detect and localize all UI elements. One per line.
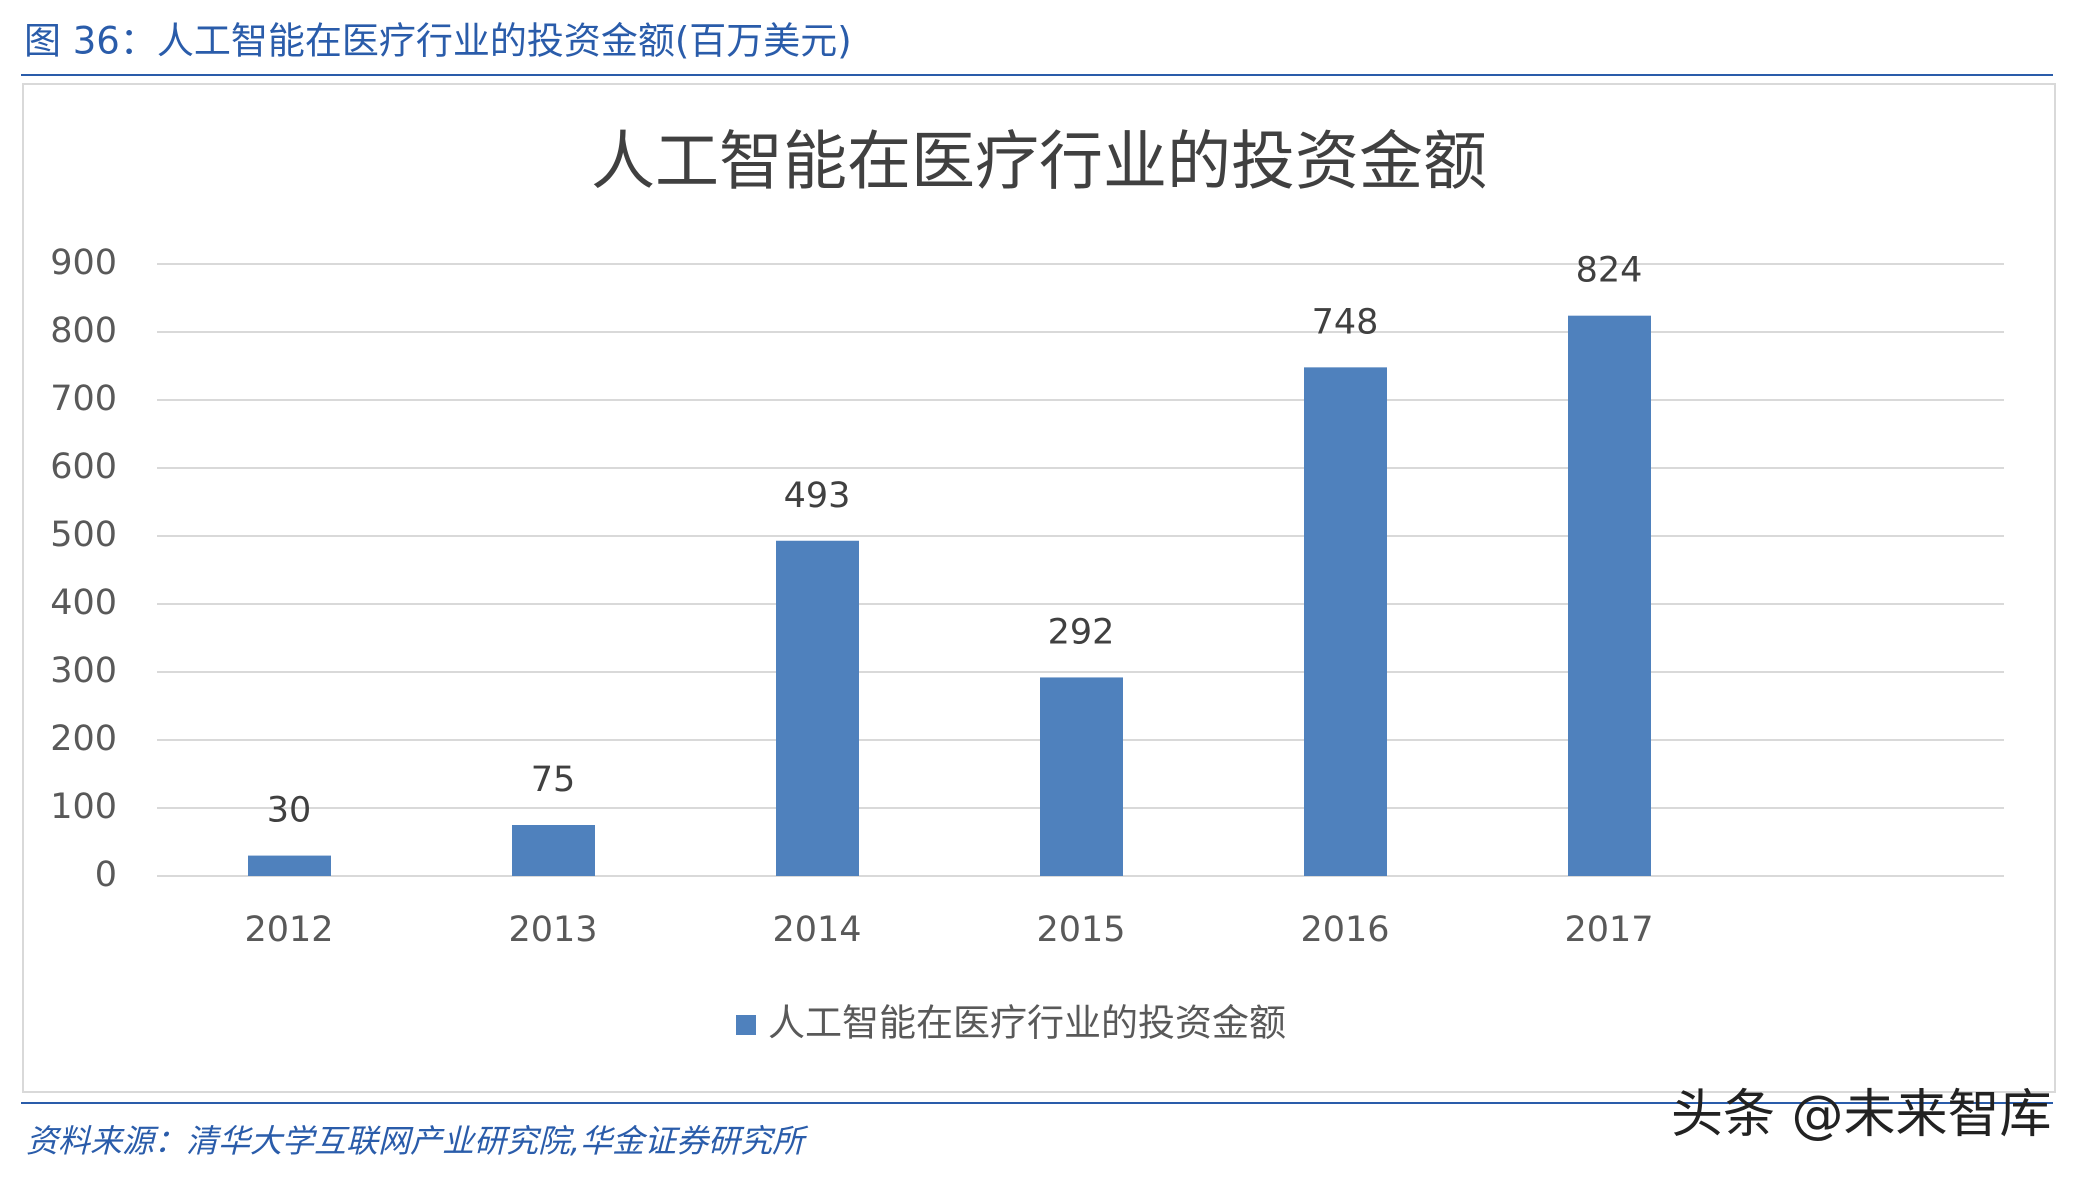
y-tick-label: 900 [50, 243, 117, 283]
bar [1304, 367, 1387, 876]
y-tick-label: 600 [50, 447, 117, 487]
bar [1040, 677, 1123, 876]
legend-swatch [736, 1015, 756, 1035]
x-tick-label: 2013 [508, 910, 597, 950]
x-tick-label: 2015 [1036, 910, 1125, 950]
bar [1568, 315, 1651, 876]
x-tick-label: 2012 [244, 910, 333, 950]
data-label: 292 [1048, 612, 1115, 652]
chart-frame [22, 83, 2056, 1093]
data-label: 30 [267, 791, 312, 831]
y-tick-label: 400 [50, 583, 117, 623]
y-tick-label: 800 [50, 311, 117, 351]
chart-title: 人工智能在医疗行业的投资金额 [591, 126, 1487, 200]
y-tick-label: 200 [50, 719, 117, 759]
y-tick-label: 0 [95, 855, 117, 895]
x-tick-label: 2017 [1564, 910, 1653, 950]
watermark: 头条 @未来智库 [1671, 1085, 2052, 1145]
x-tick-label: 2014 [772, 910, 861, 950]
bar [512, 825, 595, 876]
data-label: 824 [1576, 251, 1643, 291]
data-label: 75 [531, 760, 576, 800]
legend-label: 人工智能在医疗行业的投资金额 [768, 1002, 1286, 1045]
bar [776, 540, 859, 876]
data-label: 493 [784, 476, 851, 516]
y-tick-label: 300 [50, 651, 117, 691]
y-tick-label: 100 [50, 787, 117, 827]
bar [248, 855, 331, 876]
x-tick-label: 2016 [1300, 910, 1389, 950]
figure-title: 图 36：人工智能在医疗行业的投资金额(百万美元) [24, 20, 852, 63]
y-tick-label: 700 [50, 379, 117, 419]
data-label: 748 [1312, 302, 1379, 342]
source-note: 资料来源：清华大学互联网产业研究院,华金证券研究所 [26, 1122, 809, 1160]
y-tick-label: 500 [50, 515, 117, 555]
